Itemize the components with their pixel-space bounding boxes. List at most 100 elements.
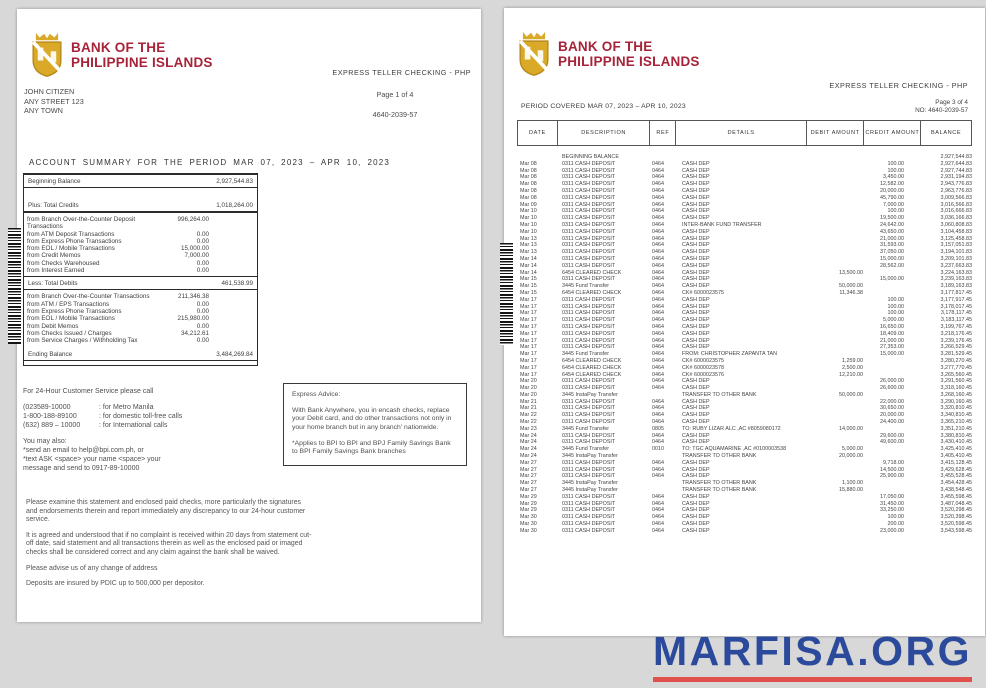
transaction-balance: 3,281,529.45 bbox=[940, 351, 972, 358]
beginning-balance-label: Beginning Balance bbox=[28, 178, 81, 185]
transaction-ref: 0464 bbox=[652, 303, 664, 310]
debit-item-row: from Branch Over-the-Counter Transaction… bbox=[27, 293, 254, 300]
transaction-balance: 2,943,776.83 bbox=[940, 181, 972, 188]
transaction-credit-amount: 21,000.00 bbox=[880, 235, 904, 242]
transaction-row: Mar 29 0311 CASH DEPOSIT 0464 CASH DEP 1… bbox=[517, 494, 972, 501]
credit-item-label: from Interest Earned bbox=[27, 267, 85, 275]
transaction-details: CASH DEP bbox=[682, 187, 710, 194]
transaction-description: 0311 CASH DEPOSIT bbox=[562, 527, 616, 534]
transaction-ref: 0464 bbox=[652, 459, 664, 466]
page-info-block: Page 1 of 4 4640-2039-57 bbox=[347, 90, 443, 119]
transaction-row: Mar 22 0311 CASH DEPOSIT 0464 CASH DEP 2… bbox=[517, 412, 972, 419]
transaction-date: Mar 14 bbox=[520, 262, 537, 269]
transaction-description: 0311 CASH DEPOSIT bbox=[562, 412, 616, 419]
transaction-balance: 3,290,160.45 bbox=[940, 398, 972, 405]
transaction-ref: 0464 bbox=[652, 187, 664, 194]
transaction-ref: 0464 bbox=[652, 242, 664, 249]
transaction-debit-amount bbox=[807, 236, 865, 243]
transaction-debit-amount: 20,000.00 bbox=[839, 453, 863, 460]
transaction-date: Mar 17 bbox=[520, 364, 537, 371]
transaction-row: Mar 08 0311 CASH DEPOSIT 0464 CASH DEP 1… bbox=[517, 181, 972, 188]
transaction-row: Mar 29 0311 CASH DEPOSIT 0464 CASH DEP 3… bbox=[517, 507, 972, 514]
total-debits-label: Less: Total Debits bbox=[28, 280, 78, 288]
phone-number: 1-800-188-89100 bbox=[23, 413, 77, 420]
transaction-ref: 0464 bbox=[652, 439, 664, 446]
transaction-debit-amount bbox=[807, 338, 865, 345]
transaction-ref: 0464 bbox=[652, 337, 664, 344]
transaction-credit-amount: 20,000.00 bbox=[880, 412, 904, 419]
transaction-description: 0311 CASH DEPOSIT bbox=[562, 181, 616, 188]
transaction-credit-amount bbox=[865, 392, 922, 399]
transaction-credit-amount: 100.00 bbox=[887, 160, 905, 167]
transaction-credit-amount bbox=[865, 365, 922, 372]
divider bbox=[24, 187, 257, 188]
transaction-ref: 0464 bbox=[652, 269, 664, 276]
phone-row: 1-800-188-89100 : for domestic toll-free… bbox=[23, 412, 182, 421]
transaction-date: Mar 30 bbox=[520, 514, 537, 521]
transaction-balance: 3,520,298.45 bbox=[940, 507, 972, 514]
bank-name-line2: PHILIPPINE ISLANDS bbox=[558, 53, 700, 69]
transaction-date: Mar 20 bbox=[520, 378, 537, 385]
transaction-debit-amount: 12,210.00 bbox=[839, 371, 863, 378]
transaction-date: Mar 17 bbox=[520, 351, 537, 358]
transaction-balance: 3,487,048.45 bbox=[940, 500, 972, 507]
transaction-date: Mar 17 bbox=[520, 310, 537, 317]
transaction-details: CASH DEP bbox=[682, 174, 710, 181]
transaction-balance: 3,209,101.83 bbox=[940, 255, 972, 262]
debit-item-label: from EOL / Mobile Transactions bbox=[27, 315, 115, 323]
transaction-details: CASH DEP bbox=[682, 194, 710, 201]
transaction-ref: 0464 bbox=[652, 296, 664, 303]
transaction-description: 3445 InstaPay Transfer bbox=[562, 487, 618, 494]
service-heading: For 24-Hour Customer Service please call bbox=[23, 388, 154, 395]
total-credits-value: 1,018,264.00 bbox=[216, 202, 253, 209]
product-label-page1: EXPRESS TELLER CHECKING - PHP bbox=[332, 68, 471, 77]
credit-item-value: 0.00 bbox=[196, 230, 209, 238]
transaction-row: Mar 20 0311 CASH DEPOSIT 0464 CASH DEP 2… bbox=[517, 385, 972, 392]
transaction-details: INTER-BANK FUND TRANSFER bbox=[682, 221, 762, 228]
account-number: 4640-2039-57 bbox=[372, 110, 418, 119]
transaction-description: 0311 CASH DEPOSIT bbox=[562, 242, 616, 249]
transaction-details: CASH DEP bbox=[682, 500, 710, 507]
transaction-description: 0311 CASH DEPOSIT bbox=[562, 439, 616, 446]
transaction-details: CASH DEP bbox=[682, 181, 710, 188]
bank-name-line1: BANK OF THE bbox=[71, 40, 166, 55]
transaction-debit-amount bbox=[807, 297, 865, 304]
transaction-row: Mar 08 0311 CASH DEPOSIT 0464 CASH DEP 2… bbox=[517, 188, 972, 195]
transaction-credit-amount: 30,650.00 bbox=[880, 405, 904, 412]
debit-breakdown: from Branch Over-the-Counter Transaction… bbox=[27, 290, 254, 346]
transaction-date: Mar 20 bbox=[520, 391, 537, 398]
transaction-description: 0311 CASH DEPOSIT bbox=[562, 167, 616, 174]
transaction-row: Mar 24 3445 InstaPay Transfer TRANSFER T… bbox=[517, 453, 972, 460]
transaction-balance: 3,429,628.45 bbox=[940, 466, 972, 473]
transaction-details: CK# 6000023575 bbox=[682, 289, 724, 296]
transaction-details: CASH DEP bbox=[682, 398, 710, 405]
transaction-debit-amount bbox=[807, 154, 865, 161]
transaction-details: FROM: CHRISTOPHER ZAPANTA TAN bbox=[682, 351, 778, 358]
transaction-date: Mar 17 bbox=[520, 330, 537, 337]
alternate-contact-line: *text ASK <space> your name <space> your bbox=[23, 456, 161, 463]
transaction-ref: 0464 bbox=[652, 283, 664, 290]
transaction-row: Mar 10 0311 CASH DEPOSIT 0464 INTER-BANK… bbox=[517, 222, 972, 229]
transaction-details: CASH DEP bbox=[682, 323, 710, 330]
transaction-debit-amount bbox=[807, 385, 865, 392]
transaction-row: Mar 27 0311 CASH DEPOSIT 0464 CASH DEP 9… bbox=[517, 460, 972, 467]
transaction-row: Mar 17 0311 CASH DEPOSIT 0464 CASH DEP 5… bbox=[517, 317, 972, 324]
transaction-details: CASH DEP bbox=[682, 412, 710, 419]
credit-breakdown: from Branch Over-the-Counter Deposit Tra… bbox=[27, 213, 254, 276]
transaction-row: Mar 27 3445 InstaPay Transfer TRANSFER T… bbox=[517, 480, 972, 487]
transaction-date: Mar 27 bbox=[520, 466, 537, 473]
transaction-debit-amount: 13,500.00 bbox=[839, 269, 863, 276]
transaction-row: Mar 20 0311 CASH DEPOSIT 0464 CASH DEP 2… bbox=[517, 378, 972, 385]
transaction-date: Mar 24 bbox=[520, 432, 537, 439]
transaction-description: 0311 CASH DEPOSIT bbox=[562, 459, 616, 466]
transaction-date: Mar 21 bbox=[520, 398, 537, 405]
transaction-debit-amount bbox=[807, 242, 865, 249]
transaction-credit-amount: 100.00 bbox=[887, 296, 905, 303]
debit-item-value: 34,212.61 bbox=[180, 329, 209, 337]
credit-item-row: from Credit Memos 7,000.00 bbox=[27, 252, 254, 259]
transaction-debit-amount bbox=[807, 222, 865, 229]
transaction-date: Mar 22 bbox=[520, 412, 537, 419]
transaction-description: 6454 CLEARED CHECK bbox=[562, 357, 622, 364]
transaction-credit-amount: 100.00 bbox=[887, 167, 905, 174]
